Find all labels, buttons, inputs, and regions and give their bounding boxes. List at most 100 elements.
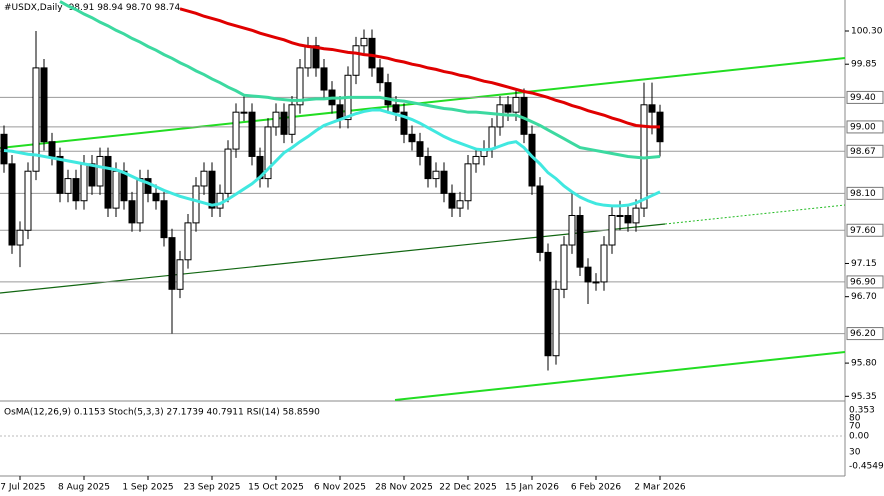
candle-body xyxy=(40,67,48,143)
candle-body xyxy=(264,126,272,180)
candle-body xyxy=(512,96,520,113)
candle-body xyxy=(168,237,176,290)
candle-body xyxy=(320,67,328,91)
candle-body xyxy=(56,155,64,194)
candle-body xyxy=(64,178,72,194)
title-ohlc: 98.91 98.94 98.70 98.74 xyxy=(69,3,181,13)
candle-body xyxy=(456,200,464,209)
candle-body xyxy=(152,192,160,202)
candle-body xyxy=(32,67,40,172)
candle-body xyxy=(576,214,584,268)
candle-body xyxy=(128,200,136,224)
oscillator-title: OsMA(12,26,9) 0.1153 Stoch(5,3,3) 27.173… xyxy=(4,408,320,418)
candle-body xyxy=(136,178,144,224)
level-label-box xyxy=(846,120,884,134)
candle-body xyxy=(216,192,224,209)
x-tick-label: 2 Mar 2026 xyxy=(634,483,686,493)
candle-body xyxy=(560,244,568,290)
x-tick-label: 8 Aug 2025 xyxy=(58,483,110,493)
x-tick-label: 15 Oct 2025 xyxy=(248,483,304,493)
oscillator-axis-label: 0.353 xyxy=(849,406,875,416)
candle-body xyxy=(448,192,456,209)
level-label: 96.90 xyxy=(850,277,876,287)
candle-body xyxy=(176,259,184,290)
moving-average xyxy=(59,0,661,160)
candle-body xyxy=(352,45,360,76)
candle-body xyxy=(360,37,368,47)
candle-body xyxy=(248,111,256,157)
candle-body xyxy=(440,170,448,194)
candle-body xyxy=(16,229,24,246)
candle-body xyxy=(552,288,560,357)
moving-average xyxy=(3,108,661,208)
candle-body xyxy=(280,111,288,135)
level-label: 96.20 xyxy=(850,329,876,339)
candle-body xyxy=(472,155,480,165)
candle-body xyxy=(184,222,192,261)
candle-body xyxy=(416,141,424,157)
candle-body xyxy=(536,185,544,253)
candle-body xyxy=(464,163,472,202)
candle-body xyxy=(648,104,656,113)
candle-body xyxy=(232,111,240,150)
candle-body xyxy=(392,104,400,113)
candle-body xyxy=(408,133,416,143)
candle-body xyxy=(584,266,592,283)
candle-body xyxy=(48,141,56,157)
candle-body xyxy=(104,155,112,209)
candle-body xyxy=(72,178,80,202)
candle-body xyxy=(296,67,304,106)
candle-body xyxy=(200,170,208,187)
candle-body xyxy=(240,111,248,114)
candle-body xyxy=(80,163,88,202)
candle-body xyxy=(424,155,432,180)
level-label-box xyxy=(846,327,884,341)
y-tick-label: 96.70 xyxy=(851,292,877,302)
x-tick-label: 17 Jul 2025 xyxy=(0,483,45,493)
x-tick-label: 28 Nov 2025 xyxy=(375,483,433,493)
title-symbol: #USDX,Daily xyxy=(4,3,63,13)
candle-body xyxy=(624,214,632,224)
candle-body xyxy=(608,214,616,246)
level-label-box xyxy=(846,223,884,237)
candle-body xyxy=(544,251,552,357)
oscillator-axis-label: 30 xyxy=(849,448,861,458)
x-tick-label: 22 Dec 2025 xyxy=(439,483,497,493)
oscillator-axis-label: -0.4549 xyxy=(849,462,884,472)
level-label: 97.60 xyxy=(850,226,876,236)
chart-title: #USDX,Daily 98.91 98.94 98.70 98.74 xyxy=(4,3,180,13)
candle-body xyxy=(224,148,232,194)
candle-body xyxy=(160,200,168,239)
candle-body xyxy=(24,170,32,231)
level-label-box xyxy=(846,90,884,104)
x-tick-label: 15 Jan 2026 xyxy=(505,483,559,493)
oscillator-axis-label: 80 xyxy=(849,414,861,424)
x-tick-label: 6 Feb 2026 xyxy=(571,483,622,493)
candle-body xyxy=(0,133,8,165)
candle-body xyxy=(400,111,408,135)
candle-body xyxy=(192,185,200,224)
candle-body xyxy=(208,170,216,209)
candle-body xyxy=(632,207,640,224)
candle-body xyxy=(616,214,624,217)
candle-body xyxy=(272,111,280,128)
level-label: 98.67 xyxy=(850,147,876,157)
level-label: 99.00 xyxy=(850,122,876,132)
moving-average xyxy=(179,7,660,129)
trend-line xyxy=(394,351,846,401)
level-label-box xyxy=(846,144,884,158)
candle-body xyxy=(488,126,496,150)
candle-body xyxy=(304,45,312,69)
candle-body xyxy=(504,104,512,113)
candle-body xyxy=(288,104,296,135)
candle-body xyxy=(384,82,392,106)
candle-body xyxy=(568,214,576,246)
candle-body xyxy=(120,170,128,202)
y-tick-label: 95.80 xyxy=(851,359,877,369)
x-tick-label: 6 Nov 2025 xyxy=(314,483,366,493)
candle-body xyxy=(96,155,104,187)
level-label-box xyxy=(846,186,884,200)
oscillator-axis-label: 0.00 xyxy=(849,432,869,442)
